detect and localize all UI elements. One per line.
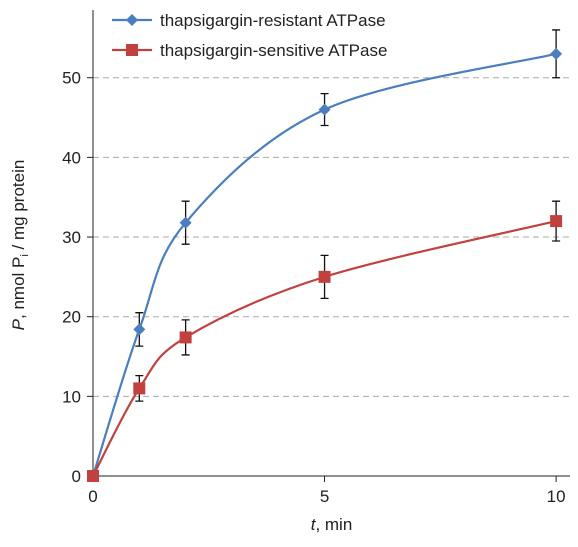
legend-marker bbox=[126, 44, 138, 56]
marker bbox=[179, 331, 192, 344]
y-label-part: , nmol P bbox=[9, 257, 28, 319]
y-tick-label: 50 bbox=[62, 69, 81, 88]
y-label-part: i bbox=[19, 254, 31, 256]
legend-label: thapsigargin-resistant ATPase bbox=[160, 11, 386, 30]
x-tick-label: 5 bbox=[320, 487, 329, 506]
y-tick-label: 30 bbox=[62, 228, 81, 247]
legend-label: thapsigargin-sensitive ATPase bbox=[160, 41, 387, 60]
y-tick-label: 40 bbox=[62, 148, 81, 167]
x-tick-label: 10 bbox=[547, 487, 566, 506]
x-tick-label: 0 bbox=[88, 487, 97, 506]
marker bbox=[550, 215, 563, 228]
series-line bbox=[91, 52, 557, 477]
marker bbox=[133, 382, 146, 395]
y-axis-label: P, nmol Pi / mg protein bbox=[9, 160, 31, 331]
marker bbox=[87, 470, 99, 482]
marker bbox=[550, 47, 563, 60]
x-label-part: t bbox=[311, 515, 317, 534]
y-label-part: / mg protein bbox=[9, 160, 28, 255]
marker bbox=[318, 103, 331, 116]
y-tick-label: 20 bbox=[62, 308, 81, 327]
series-line bbox=[92, 220, 557, 477]
y-tick-label: 0 bbox=[72, 467, 81, 486]
x-label-part: , min bbox=[315, 515, 352, 534]
marker bbox=[318, 270, 331, 283]
legend-marker bbox=[126, 14, 138, 26]
marker bbox=[179, 216, 192, 229]
y-tick-label: 10 bbox=[62, 387, 81, 406]
x-axis-label: t, min bbox=[311, 515, 353, 534]
y-label-part: P bbox=[9, 318, 28, 330]
marker bbox=[133, 323, 146, 336]
